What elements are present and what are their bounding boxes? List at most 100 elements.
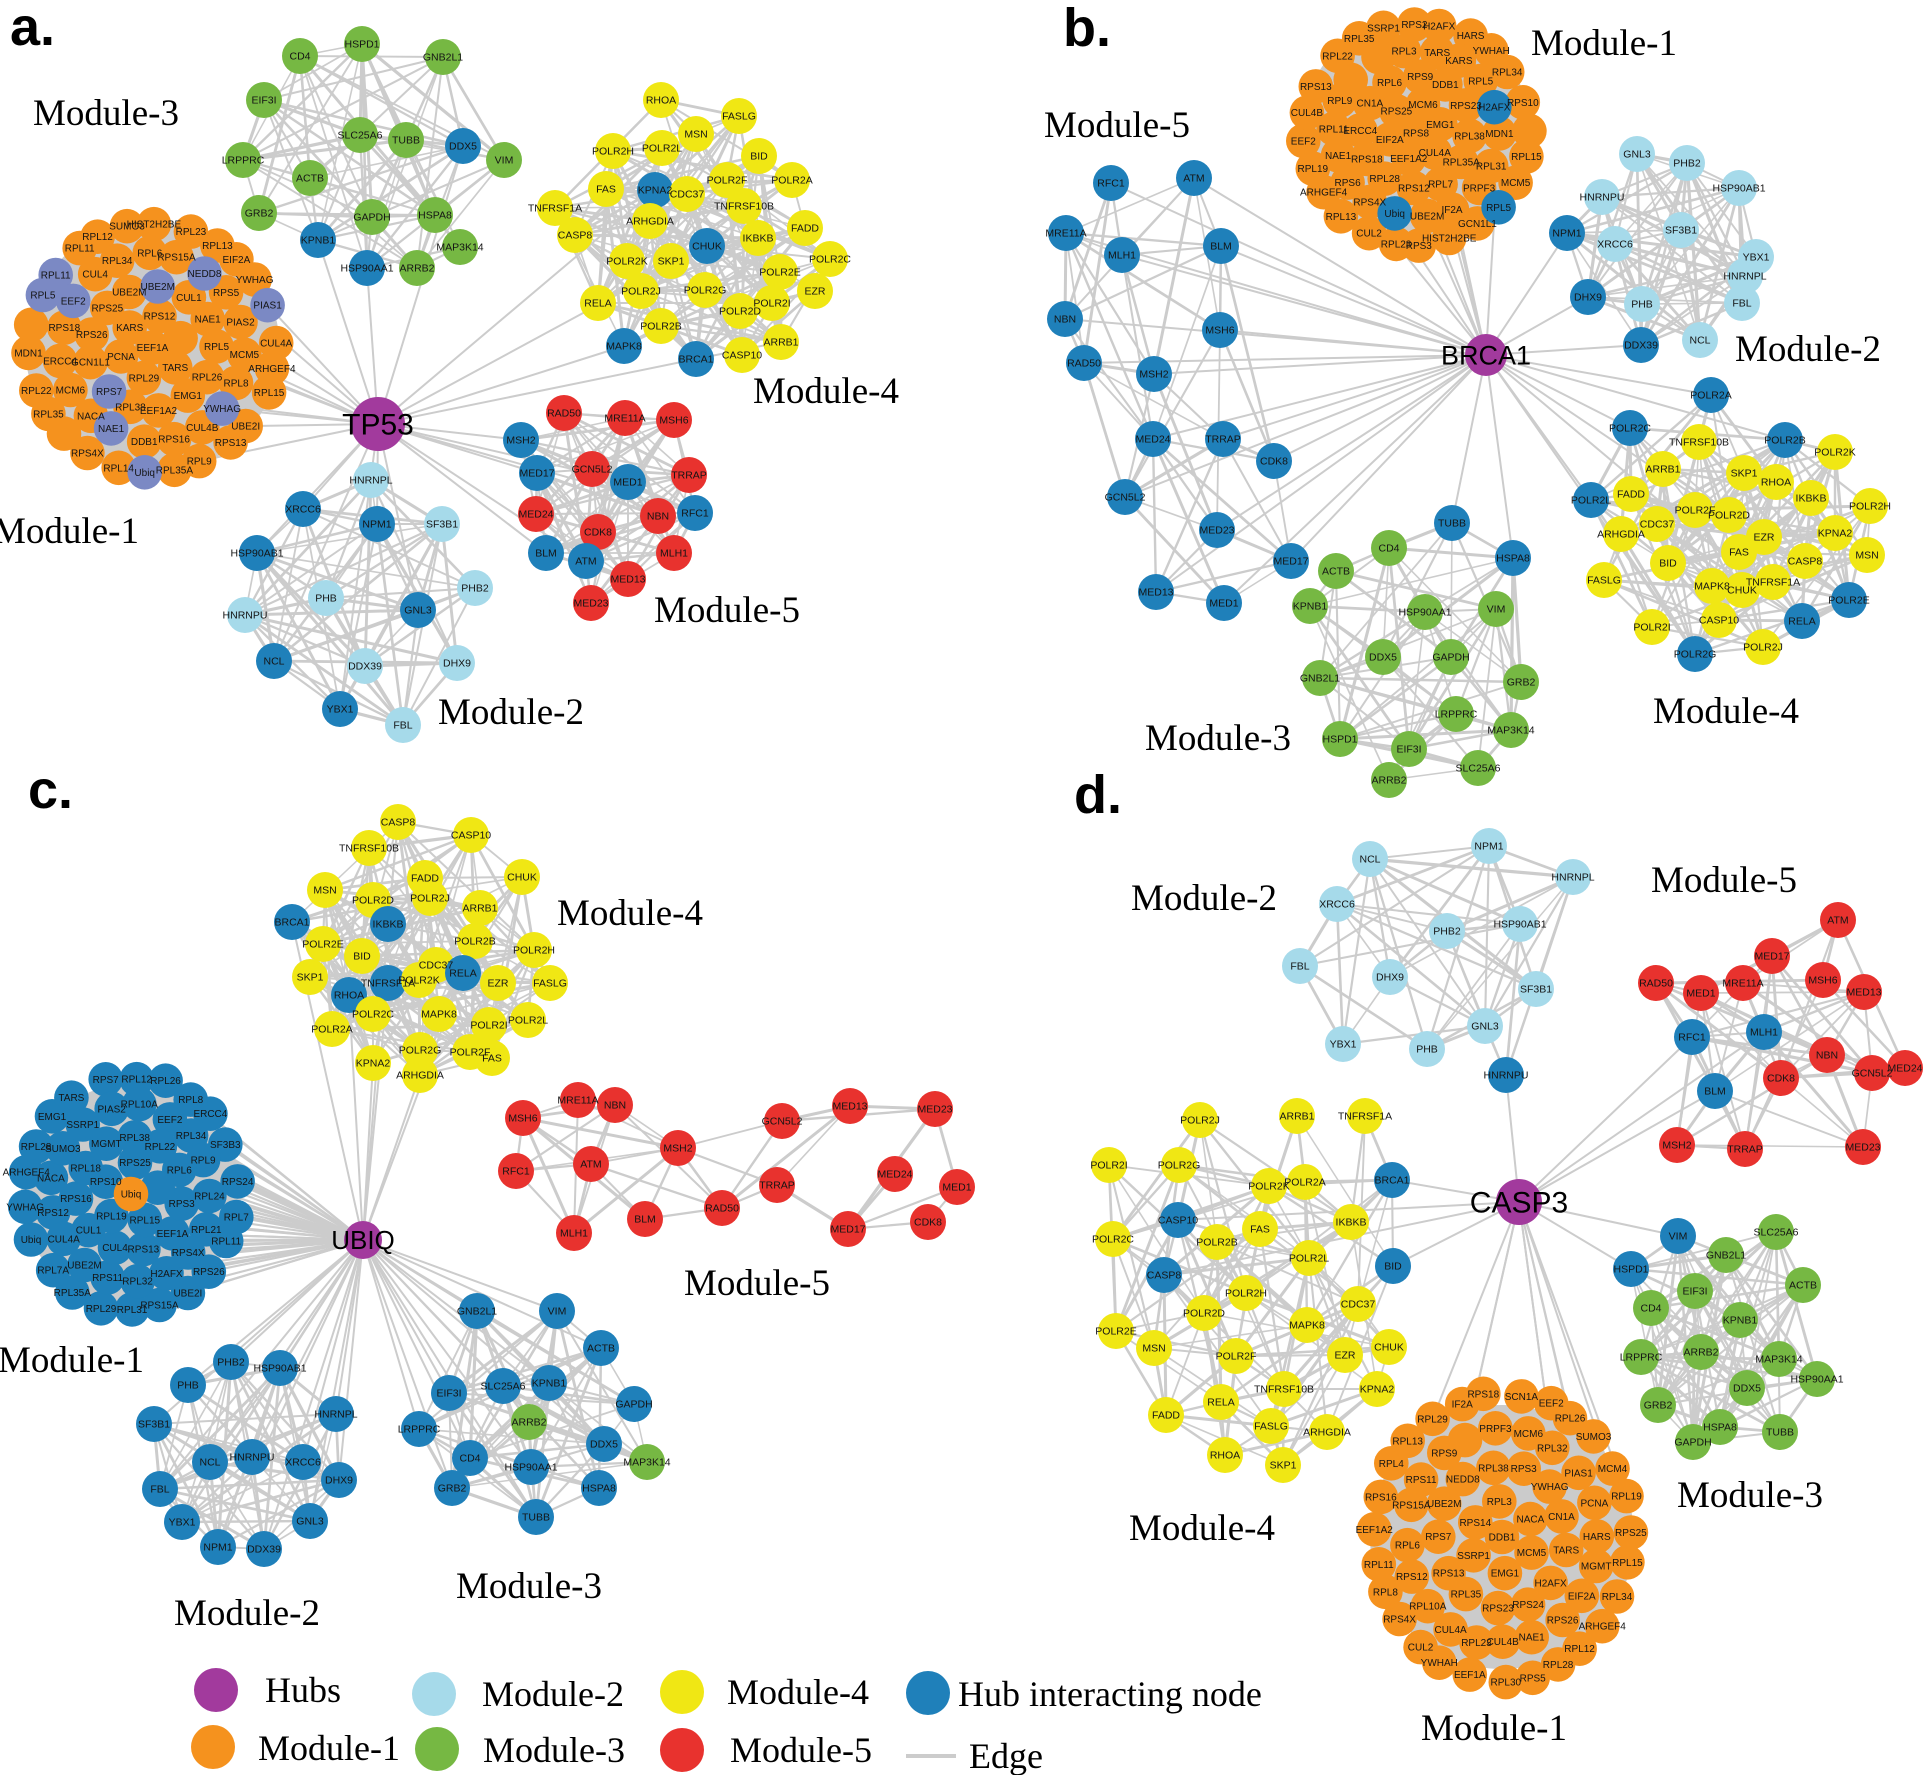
svg-text:CN1A: CN1A	[1357, 99, 1384, 110]
svg-text:TNFRSF10B: TNFRSF10B	[1669, 437, 1729, 449]
svg-text:UBE2M: UBE2M	[140, 282, 174, 293]
svg-text:EIF3I: EIF3I	[1396, 744, 1421, 756]
svg-text:BRCA1: BRCA1	[678, 354, 713, 366]
svg-text:HNRNPL: HNRNPL	[349, 475, 392, 487]
svg-text:MSH2: MSH2	[506, 435, 535, 447]
svg-text:CASP3: CASP3	[1470, 1187, 1568, 1220]
svg-text:CUL4: CUL4	[82, 270, 108, 281]
svg-text:YWHAH: YWHAH	[1421, 1658, 1458, 1669]
svg-text:Module-2: Module-2	[174, 1593, 320, 1634]
svg-text:YWHAH: YWHAH	[1473, 46, 1510, 57]
svg-text:KPNB1: KPNB1	[1723, 1315, 1758, 1327]
svg-text:DHX9: DHX9	[1376, 972, 1404, 984]
svg-text:POLR2I: POLR2I	[470, 1020, 507, 1032]
svg-text:TARS: TARS	[1553, 1546, 1579, 1557]
svg-text:EEF2: EEF2	[1539, 1399, 1564, 1410]
svg-text:MLH1: MLH1	[560, 1228, 588, 1240]
svg-text:TRRAP: TRRAP	[671, 470, 707, 482]
svg-text:POLR2G: POLR2G	[1674, 649, 1717, 661]
svg-text:RHOA: RHOA	[1761, 477, 1791, 489]
svg-text:MED13: MED13	[832, 1101, 867, 1113]
svg-text:YBX1: YBX1	[327, 704, 354, 716]
svg-text:POLR2E: POLR2E	[302, 939, 343, 951]
svg-text:Ubiq: Ubiq	[134, 468, 155, 479]
svg-text:CHUK: CHUK	[1374, 1342, 1404, 1354]
svg-text:VIM: VIM	[1487, 604, 1506, 616]
svg-text:EIF2A: EIF2A	[223, 255, 251, 266]
svg-text:TNFRSF10B: TNFRSF10B	[1254, 1384, 1314, 1396]
svg-text:LRPPRC: LRPPRC	[222, 155, 265, 167]
svg-text:RPL28: RPL28	[21, 1142, 52, 1153]
svg-text:RPL23: RPL23	[1381, 239, 1412, 250]
svg-text:RPL26: RPL26	[1555, 1414, 1586, 1425]
svg-text:GCN5L2: GCN5L2	[572, 464, 613, 476]
svg-text:SUMO3: SUMO3	[45, 1144, 81, 1155]
svg-text:GNL3: GNL3	[404, 605, 432, 617]
svg-text:MED24: MED24	[877, 1169, 912, 1181]
svg-text:SF3B1: SF3B1	[1520, 984, 1552, 996]
svg-text:EEF1A2: EEF1A2	[1390, 154, 1428, 165]
svg-text:ERCC4: ERCC4	[1343, 126, 1377, 137]
svg-text:SF3B1: SF3B1	[138, 1419, 170, 1431]
svg-text:RPL32: RPL32	[1537, 1443, 1568, 1454]
svg-text:RPS12: RPS12	[37, 1208, 69, 1219]
svg-text:POLR2F: POLR2F	[1675, 505, 1716, 517]
svg-text:RPS5: RPS5	[1520, 1673, 1547, 1684]
svg-text:RPS18: RPS18	[48, 323, 80, 334]
svg-text:RPS13: RPS13	[1300, 82, 1332, 93]
svg-text:RPS10: RPS10	[90, 1177, 122, 1188]
svg-text:GCN1L1: GCN1L1	[71, 358, 110, 369]
svg-text:FADD: FADD	[1617, 489, 1645, 501]
svg-text:FADD: FADD	[411, 873, 439, 885]
svg-text:MAP3K14: MAP3K14	[436, 242, 483, 254]
svg-text:UBE2M: UBE2M	[67, 1261, 101, 1272]
svg-text:TRRAP: TRRAP	[1205, 434, 1241, 446]
svg-text:MAPK8: MAPK8	[1289, 1320, 1325, 1332]
svg-text:NEDD8: NEDD8	[188, 269, 222, 280]
svg-text:Module-5: Module-5	[684, 1263, 830, 1304]
svg-text:PHB2: PHB2	[1673, 158, 1701, 170]
svg-text:NPM1: NPM1	[203, 1542, 232, 1554]
svg-text:TRRAP: TRRAP	[759, 1180, 795, 1192]
svg-text:POLR2K: POLR2K	[398, 975, 439, 987]
svg-text:DDX39: DDX39	[247, 1544, 281, 1556]
svg-text:NCL: NCL	[1689, 335, 1710, 347]
svg-text:RPS3: RPS3	[1406, 241, 1433, 252]
svg-text:Module-1: Module-1	[0, 1340, 144, 1381]
svg-text:POLR2I: POLR2I	[753, 298, 790, 310]
svg-text:HSPD1: HSPD1	[344, 39, 379, 51]
svg-text:NEDD8: NEDD8	[1446, 1475, 1480, 1486]
svg-text:UBE2M: UBE2M	[1410, 211, 1444, 222]
svg-text:FASLG: FASLG	[1587, 575, 1621, 587]
svg-text:GAPDH: GAPDH	[1674, 1437, 1711, 1449]
svg-text:IKBKB: IKBKB	[373, 919, 404, 931]
svg-text:RPL11: RPL11	[1364, 1560, 1394, 1571]
svg-text:RPL11: RPL11	[65, 244, 95, 255]
svg-text:POLR2E: POLR2E	[1095, 1326, 1136, 1338]
svg-text:BRCA1: BRCA1	[274, 917, 309, 929]
svg-text:RPL30: RPL30	[1491, 1678, 1522, 1689]
svg-text:MED13: MED13	[610, 574, 645, 586]
svg-text:ARHGEF4: ARHGEF4	[1579, 1622, 1627, 1633]
svg-text:TP53: TP53	[342, 409, 414, 442]
svg-text:NCL: NCL	[1359, 854, 1380, 866]
svg-text:RPL4: RPL4	[1379, 1459, 1404, 1470]
svg-text:RPS13: RPS13	[1433, 1569, 1465, 1580]
svg-text:RPL35A: RPL35A	[1443, 158, 1481, 169]
svg-text:HSP90AB1: HSP90AB1	[1712, 183, 1765, 195]
svg-text:RPL23: RPL23	[1461, 1638, 1492, 1649]
svg-text:SLC25A6: SLC25A6	[481, 1381, 526, 1393]
svg-text:EZR: EZR	[488, 978, 509, 990]
svg-text:CDK8: CDK8	[584, 527, 612, 539]
svg-text:SCN1A: SCN1A	[1505, 1392, 1539, 1403]
svg-text:BRCA1: BRCA1	[1374, 1175, 1409, 1187]
svg-text:RPS25: RPS25	[91, 303, 123, 314]
svg-text:RPL26: RPL26	[150, 1076, 181, 1087]
svg-text:MDN1: MDN1	[14, 348, 43, 359]
svg-text:GCN5L2: GCN5L2	[1852, 1068, 1893, 1080]
svg-text:MRE11A: MRE11A	[557, 1095, 598, 1107]
svg-text:GNL3: GNL3	[1471, 1021, 1499, 1033]
svg-text:SUMO3: SUMO3	[1576, 1432, 1612, 1443]
svg-text:NACA: NACA	[37, 1173, 65, 1184]
svg-text:ACTB: ACTB	[296, 173, 324, 185]
